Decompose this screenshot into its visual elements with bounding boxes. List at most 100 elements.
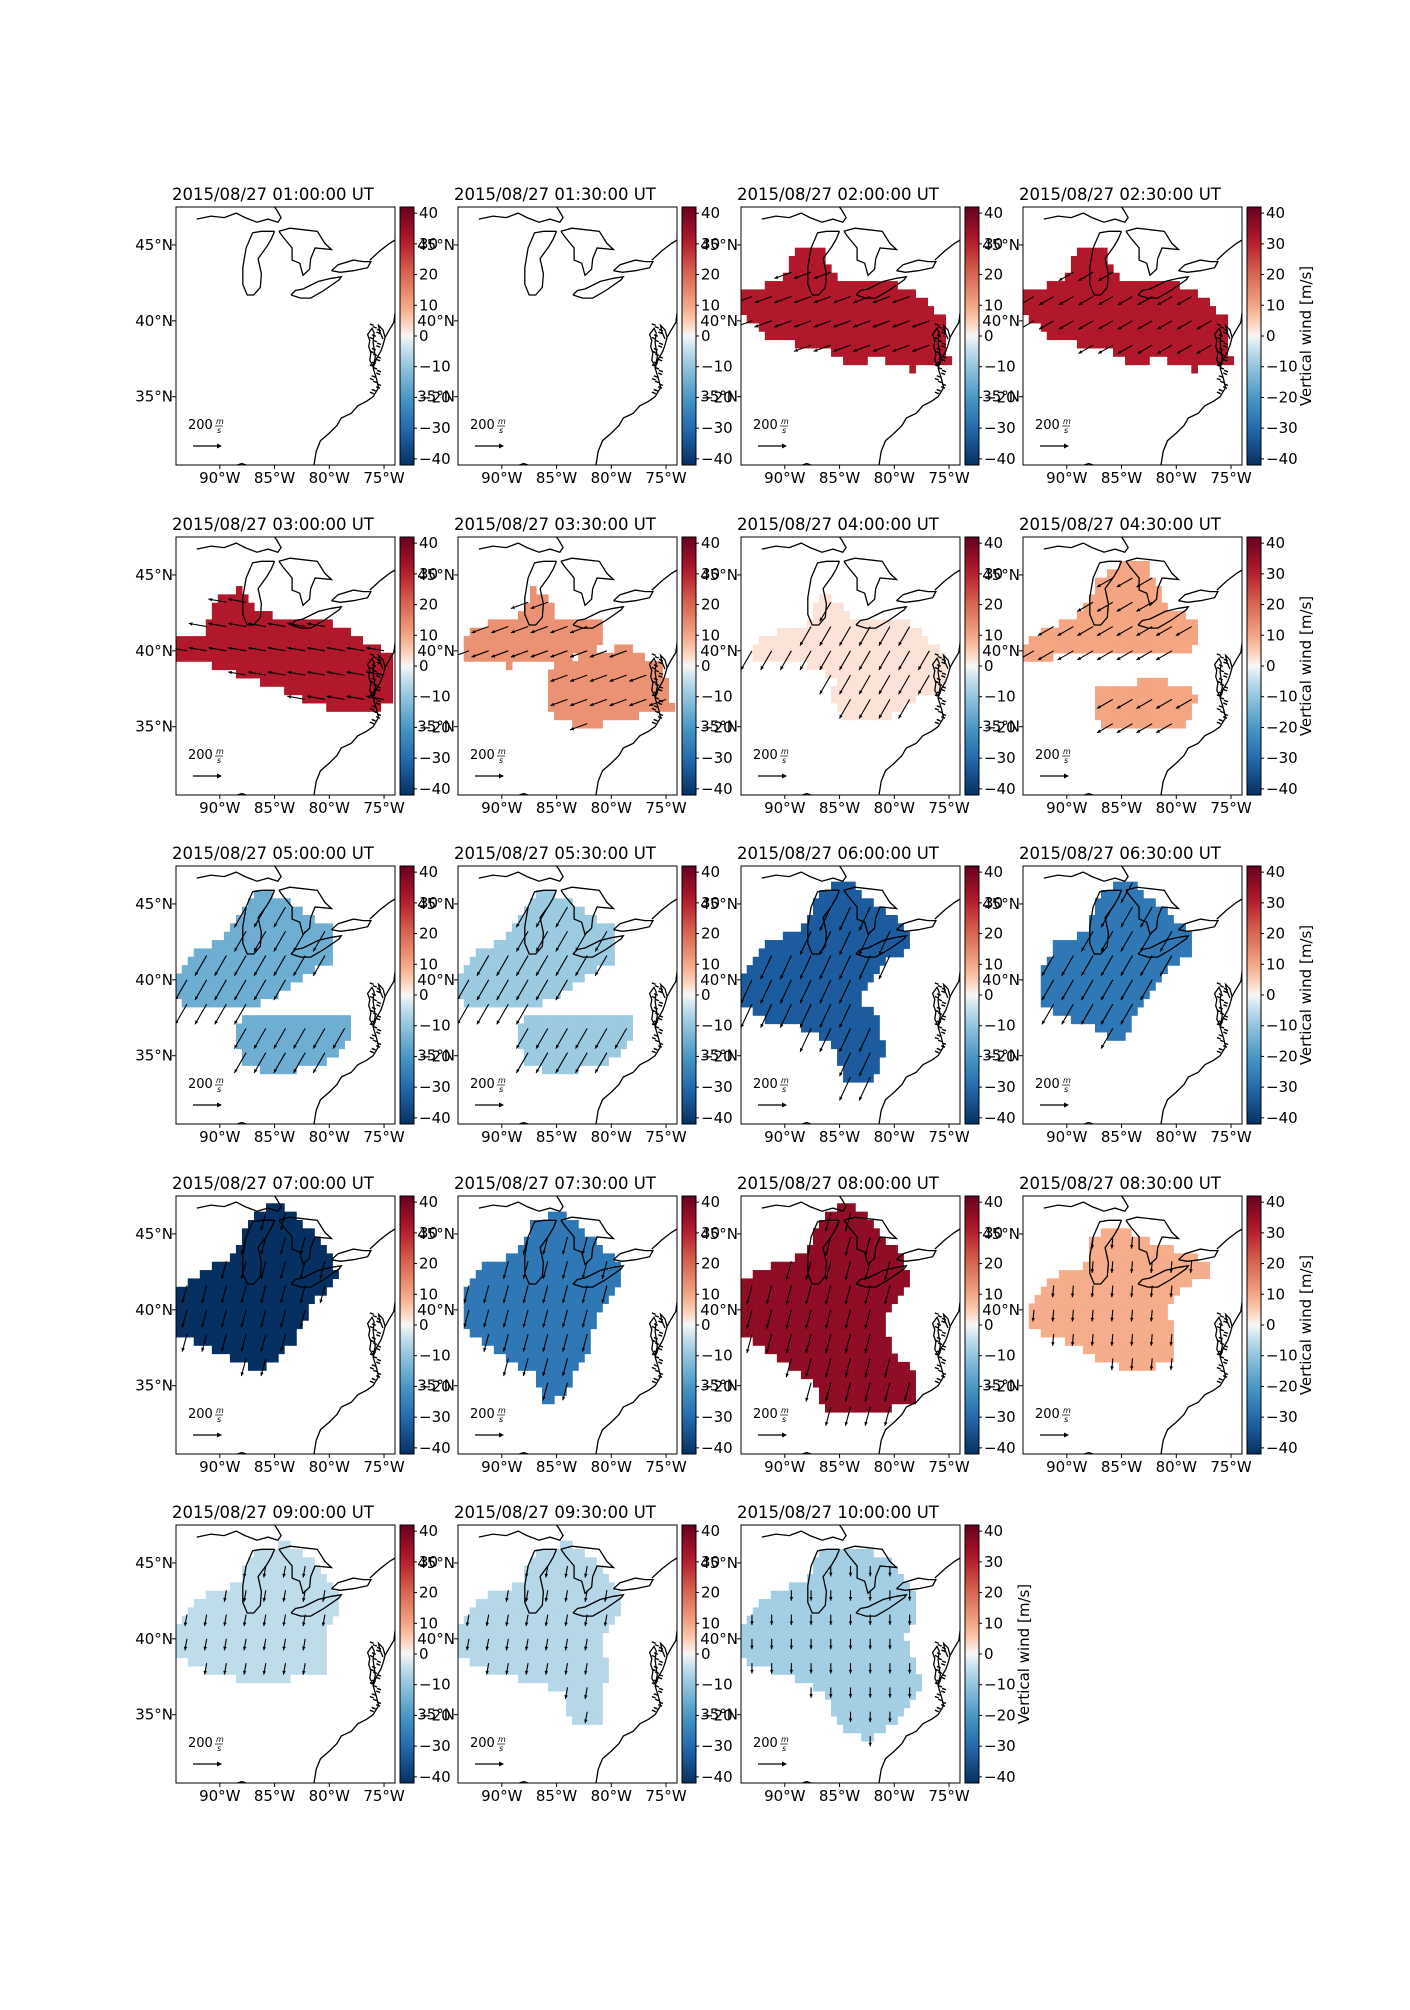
coastline [896,589,937,603]
lon-tick-label: 80°W [1156,799,1198,817]
coastline [196,1525,282,1541]
colorbar-tick-label: 20 [701,925,720,943]
wind-vector [839,1052,851,1077]
colorbar-tick-label: −10 [1266,1347,1298,1365]
colorbar-tick-label: −30 [1266,1078,1298,1096]
coastline [1178,918,1219,932]
colorbar-tick-label: −30 [701,419,733,437]
colorbar-tick-label: 0 [701,1645,711,1663]
reference-arrow: 200 ms [1035,1406,1071,1438]
panel-title: 2015/08/27 04:00:00 UT [737,515,940,534]
coastline [366,657,376,697]
coastline [313,970,395,1124]
wind-vector [176,979,188,1000]
coastline [478,537,564,553]
colorbar-label: Vertical wind [m/s] [1015,1584,1033,1724]
wind-vector [176,1003,188,1025]
wind-vector [858,650,871,671]
coastline [478,1196,564,1212]
wind-vector [760,979,773,1004]
coastline [377,982,386,999]
wind-vector [799,650,812,671]
lat-tick-label: 35°N [700,1706,738,1724]
wind-vector [515,906,529,928]
colorbar-tick-label: 10 [984,1285,1003,1303]
panel-title: 2015/08/27 01:30:00 UT [454,185,657,204]
wind-vector [839,931,851,956]
panel-title: 2015/08/27 06:30:00 UT [1019,844,1222,863]
coastline [242,230,276,296]
coastline [290,605,343,629]
wind-vector [535,955,549,977]
svg-text:m: m [781,417,789,426]
coastline [934,898,960,920]
colorbar-tick-label: −30 [1266,749,1298,767]
wind-vector [293,930,306,952]
colorbar: 40 30 20 10 0 −10 −20 −30 −40 [681,1522,733,1786]
coastline [1160,641,1242,795]
wind-vector [535,906,549,928]
svg-text:s: s [499,756,503,765]
lon-tick-label: 75°W [645,469,687,487]
wind-vector [741,320,753,326]
colorbar-tick-label: −40 [984,780,1016,798]
svg-text:m: m [498,417,506,426]
coastline [1213,327,1223,367]
wind-vector [535,1028,549,1049]
coastline [855,275,908,299]
coastline [934,1557,960,1579]
lat-tick-label: 40°N [135,312,173,330]
colorbar-tick-label: −30 [984,749,1016,767]
map-frame [1022,536,1243,796]
coastline [278,886,334,936]
wind-vector [575,930,588,952]
colorbar-tick-label: −30 [701,749,733,767]
wind-vector [594,930,608,952]
wind-vector [878,650,891,671]
map-frame [740,536,961,796]
colorbar-tick-label: 10 [1266,955,1285,973]
lon-tick-label: 90°W [481,469,523,487]
wind-vector [839,1076,851,1101]
coastline [843,227,899,277]
lat-tick-label: 40°N [135,642,173,660]
colorbar-tick-label: −20 [1266,1047,1298,1065]
reference-arrow: 200 ms [753,747,789,779]
wind-vector [273,1052,286,1074]
wind-vector [194,955,208,977]
colorbar-tick-label: 30 [419,565,438,583]
lon-tick-label: 85°W [254,1128,296,1146]
vertical-wind-region [463,586,676,729]
lon-tick-label: 85°W [819,1128,861,1146]
colorbar-tick-label: 40 [701,1522,720,1540]
wind-vector [917,650,930,671]
lon-tick-label: 85°W [254,1458,296,1476]
colorbar-tick-label: 30 [701,894,720,912]
colorbar-tick-label: 0 [701,327,711,345]
colorbar-tick-label: −20 [1266,388,1298,406]
coastline [196,537,282,553]
colorbar-tick-label: 30 [419,894,438,912]
svg-text:m: m [1063,1076,1071,1085]
map-frame [1022,206,1243,466]
lon-tick-label: 90°W [1046,1458,1088,1476]
wind-vector [741,979,753,1004]
lat-tick-label: 35°N [700,1377,738,1395]
reference-arrow: 200 ms [753,417,789,449]
coastline [331,259,372,273]
colorbar-tick-label: 0 [701,1316,711,1334]
lat-tick-label: 45°N [700,236,738,254]
wind-vector [858,699,871,719]
wind-vector [515,979,529,1001]
coastline [613,589,654,603]
wind-vector [1023,320,1035,328]
colorbar-tick-label: 20 [701,596,720,614]
svg-text:s: s [1064,426,1068,435]
colorbar-tick-label: 20 [419,925,438,943]
lat-tick-label: 35°N [417,388,455,406]
svg-text:m: m [216,747,224,756]
colorbar-tick-label: −40 [984,1439,1016,1457]
wind-vector [515,1028,529,1049]
colorbar-tick-label: 10 [419,955,438,973]
colorbar-tick-label: −40 [419,780,451,798]
